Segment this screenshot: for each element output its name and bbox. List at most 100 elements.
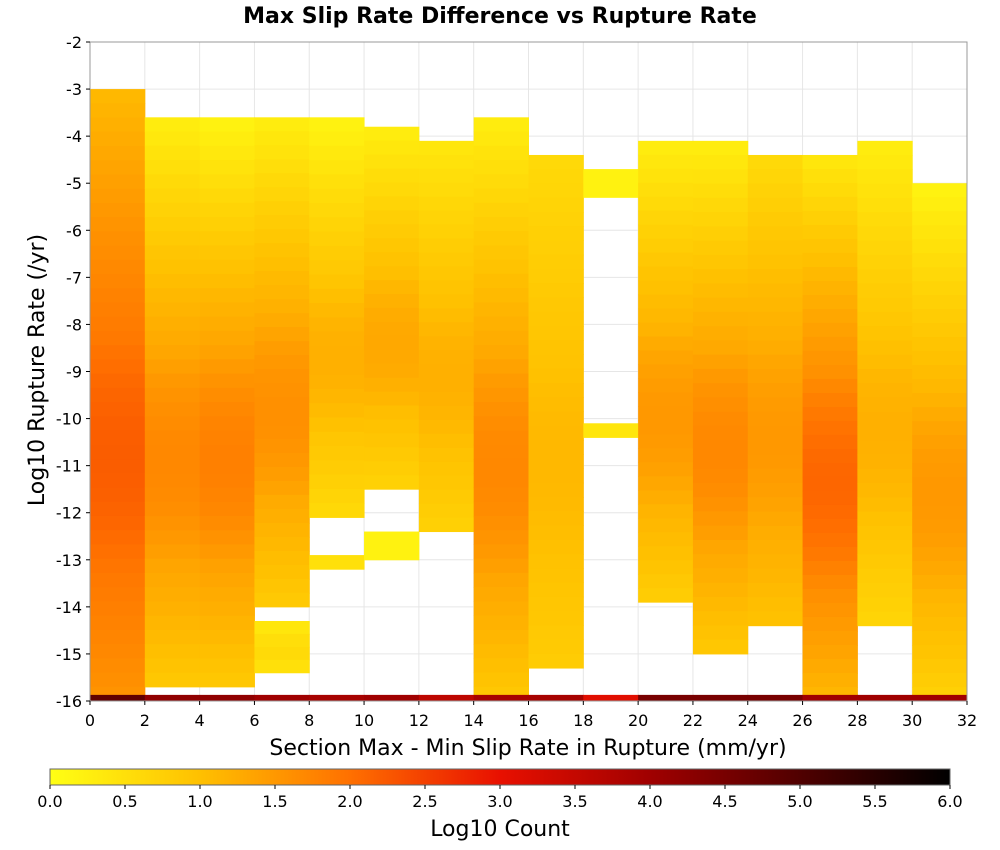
heatmap-cell — [254, 425, 310, 440]
heatmap-cell — [692, 326, 749, 341]
heatmap-cell — [90, 131, 146, 147]
heatmap-cell — [364, 475, 420, 490]
heatmap-cell — [364, 210, 420, 225]
heatmap-cell — [857, 582, 913, 598]
heatmap-cell — [309, 303, 365, 318]
heatmap-cell — [912, 379, 968, 394]
heatmap-cell — [364, 405, 420, 420]
heatmap-cell — [638, 280, 694, 296]
heatmap-cell — [90, 259, 146, 275]
heatmap-cell — [747, 240, 804, 256]
heatmap-cell — [418, 238, 475, 253]
heatmap-cell — [802, 546, 858, 562]
heatmap-cell — [857, 354, 913, 370]
heatmap-cell — [418, 419, 475, 435]
heatmap-cell — [638, 588, 694, 603]
heatmap-cell — [857, 397, 913, 413]
heatmap-cell — [90, 89, 146, 104]
heatmap-cell — [802, 504, 858, 520]
heatmap-cell — [528, 411, 584, 427]
heatmap-cell — [90, 672, 146, 688]
heatmap-cell — [473, 359, 529, 375]
heatmap-cell — [199, 345, 255, 360]
heatmap-cell — [144, 629, 201, 645]
x-tick-label: 4 — [195, 711, 205, 730]
heatmap-cell — [638, 154, 694, 170]
heatmap-cell — [144, 402, 201, 417]
heatmap-cell — [473, 402, 529, 417]
heatmap-cell — [473, 644, 529, 659]
heatmap-cell — [309, 445, 365, 461]
y-tick-label: -8 — [66, 315, 82, 334]
heatmap-cell — [254, 480, 310, 496]
heatmap-cell — [857, 226, 913, 242]
heatmap-cell — [692, 354, 749, 370]
heatmap-cell — [692, 311, 749, 327]
heatmap-cell — [418, 392, 475, 407]
heatmap-cell — [528, 283, 584, 298]
heatmap-cell — [638, 350, 694, 366]
heatmap-cell — [90, 487, 146, 503]
heatmap-cell — [418, 168, 475, 184]
heatmap-cell — [528, 611, 584, 626]
heatmap-cell — [199, 558, 255, 574]
heatmap-cell — [692, 183, 749, 199]
heatmap-cell — [254, 453, 310, 468]
heatmap-cell — [802, 644, 858, 660]
heatmap-cell — [364, 335, 420, 351]
heatmap-cell — [254, 173, 310, 188]
heatmap-cell — [747, 425, 804, 441]
heatmap-cell — [528, 197, 584, 213]
heatmap-cell — [199, 145, 255, 161]
heatmap-cell — [857, 297, 913, 313]
heatmap-cell — [364, 545, 420, 561]
heatmap-cell — [528, 639, 584, 655]
y-tick-label: -10 — [56, 410, 82, 429]
heatmap-cell — [364, 280, 420, 295]
heatmap-cell — [912, 477, 968, 492]
heatmap-cell — [583, 183, 639, 198]
heatmap-cell — [254, 145, 310, 160]
heatmap-cell — [912, 435, 968, 450]
y-tick-label: -7 — [66, 268, 82, 287]
heatmap-cell — [364, 419, 420, 434]
heatmap-bottom-cell — [418, 694, 475, 701]
x-tick-label: 30 — [902, 711, 922, 730]
y-tick-label: -11 — [56, 457, 82, 476]
heatmap-cell — [747, 582, 804, 598]
heatmap-cell — [912, 225, 968, 240]
heatmap-cell — [857, 240, 913, 256]
heatmap-cell — [364, 168, 420, 183]
heatmap-cell — [90, 316, 146, 332]
heatmap-cell — [254, 411, 310, 426]
heatmap-cell — [747, 283, 804, 299]
heatmap-cell — [638, 252, 694, 268]
heatmap-cell — [90, 615, 146, 631]
heatmap-cell — [199, 402, 255, 417]
heatmap-cell — [692, 539, 749, 555]
heatmap-cell — [473, 544, 529, 560]
heatmap-cell — [199, 359, 255, 375]
heatmap-cell — [473, 273, 529, 289]
heatmap-cell — [418, 350, 475, 365]
heatmap-bottom-cell — [583, 694, 639, 701]
heatmap-cell — [144, 145, 201, 161]
heatmap-cell — [199, 216, 255, 232]
heatmap-cell — [254, 466, 310, 482]
heatmap-cell — [912, 239, 968, 254]
heatmap-cell — [90, 103, 146, 119]
heatmap-cell — [199, 416, 255, 432]
heatmap-cell — [418, 182, 475, 198]
heatmap-cell — [802, 378, 858, 394]
x-tick-label: 0 — [85, 711, 95, 730]
heatmap-cell — [144, 615, 201, 631]
heatmap-cell — [912, 561, 968, 576]
heatmap-cell — [528, 425, 584, 441]
heatmap-cell — [912, 183, 968, 198]
heatmap-cell — [418, 322, 475, 337]
heatmap-cell — [473, 288, 529, 303]
x-tick-label: 8 — [304, 711, 314, 730]
x-tick-label: 6 — [249, 711, 259, 730]
heatmap-cell — [418, 336, 475, 351]
heatmap-cell — [90, 658, 146, 674]
